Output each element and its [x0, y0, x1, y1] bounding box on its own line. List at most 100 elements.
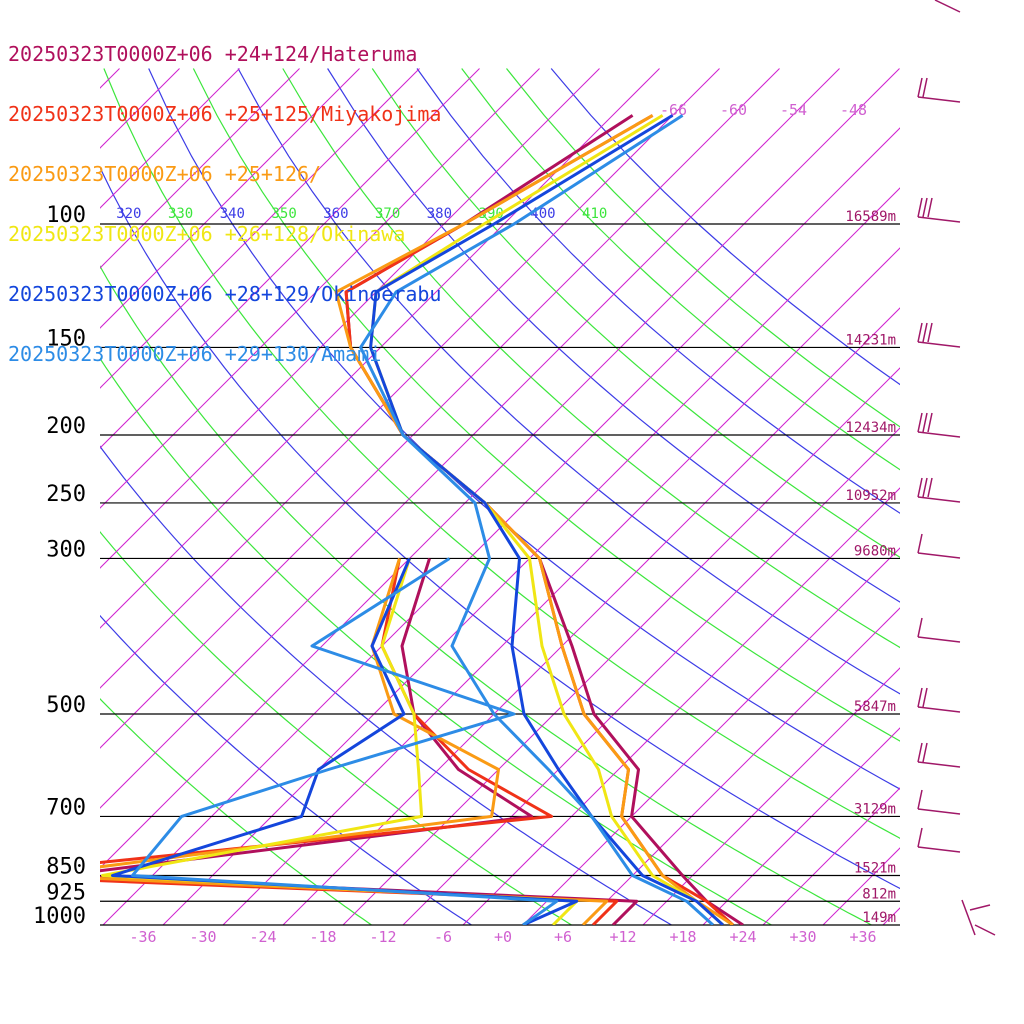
legend-entry: 20250323T0000Z+06 +25+125/Miyakojima: [8, 102, 442, 126]
theta-label: 340: [220, 206, 245, 222]
temperature-tick-label: +18: [669, 928, 696, 946]
height-label: 812m: [862, 886, 896, 902]
isotherm-line: [1003, 68, 1024, 925]
isotherm-line: [522, 547, 900, 925]
dry-adiabat-line: [100, 698, 372, 925]
isotherm-line: [702, 727, 900, 925]
upper-temperature-labels: -66 -60 -54 -48: [660, 101, 867, 119]
temperature-tick-label: +36: [849, 928, 876, 946]
dry-adiabat-line: [100, 265, 872, 925]
wind-barb: [917, 322, 961, 348]
wind-barb: [961, 899, 996, 936]
upper-temperature-label: -54: [780, 101, 807, 119]
isotherm-line: [342, 367, 900, 925]
wind-barb: [934, 0, 961, 13]
isotherm-line: [100, 68, 480, 449]
theta-label: 370: [375, 206, 400, 222]
legend-entry: 20250323T0000Z+06 +25+126/: [8, 162, 322, 186]
isotherms: [100, 68, 1024, 925]
theta-label: 330: [168, 206, 193, 222]
temperature-tick-label: +12: [609, 928, 636, 946]
chart-legend: 20250323T0000Z+06 +24+124/Hateruma 20250…: [8, 4, 441, 384]
isotherm-line: [462, 487, 900, 925]
dry-adiabat-line: [237, 68, 900, 695]
isotherm-line: [100, 68, 720, 689]
dry-adiabat-line: [327, 68, 900, 603]
temperature-tick-label: -12: [369, 928, 396, 946]
temperature-tick-labels: -36 -30 -24 -18 -12 -6 +0 +6 +12 +18 +24 +30 +36: [129, 928, 876, 946]
series-group: [131, 114, 715, 925]
height-label: 10952m: [845, 488, 896, 504]
dewpoint-line: [100, 558, 639, 925]
isotherm-line: [100, 68, 900, 869]
dry-adiabat-line: [100, 445, 672, 925]
dewpoint-line: [101, 558, 579, 925]
dry-adiabat-line: [506, 68, 900, 428]
isotherm-line: [100, 68, 780, 749]
wind-barb: [917, 827, 961, 853]
pressure-tick-label: 300: [46, 537, 86, 562]
temperature-tick-label: -18: [309, 928, 336, 946]
height-label: 14231m: [845, 332, 896, 348]
theta-label: 360: [323, 206, 348, 222]
pressure-tick-label: 1000: [33, 904, 86, 929]
pressure-lines: [100, 223, 900, 926]
temperature-line: [334, 114, 734, 925]
height-label: 3129m: [854, 801, 896, 817]
wind-barb: [917, 412, 961, 438]
wind-barb: [917, 742, 961, 768]
upper-temperature-label: -66: [660, 101, 687, 119]
temperature-tick-label: +30: [789, 928, 816, 946]
dry-adiabat-line: [282, 68, 900, 649]
wind-barb: [917, 687, 961, 713]
theta-label: 410: [582, 206, 607, 222]
isotherm-line: [882, 907, 900, 925]
temperature-tick-label: +0: [494, 928, 512, 946]
dry-adiabat-line: [100, 166, 900, 890]
legend-entry: 20250323T0000Z+06 +29+130/Amami: [8, 342, 382, 366]
upper-temperature-label: -60: [720, 101, 747, 119]
pressure-tick-label: 700: [46, 795, 86, 820]
pressure-tick-label: 150: [46, 326, 86, 351]
dewpoint-line: [111, 557, 579, 925]
pressure-tick-label: 850: [46, 855, 86, 880]
height-labels: 16589m 14231m 12434m 10952m 9680m 5847m 3129m 1…: [845, 209, 896, 926]
temperature-tick-label: -30: [189, 928, 216, 946]
temperature-tick-label: +6: [554, 928, 572, 946]
isotherm-line: [402, 427, 900, 925]
isotherm-line: [282, 307, 900, 925]
dry-adiabat-line: [100, 530, 572, 925]
theta-label: 400: [530, 206, 555, 222]
isotherm-line: [100, 68, 600, 569]
wind-barb: [917, 789, 961, 815]
wind-barb: [917, 77, 961, 103]
wind-barb: [917, 197, 961, 223]
height-label: 12434m: [845, 420, 896, 436]
theta-label: 350: [271, 206, 296, 222]
isotherm-line: [100, 68, 360, 329]
temperature-tick-label: -24: [249, 928, 276, 946]
temperature-tick-label: -36: [129, 928, 156, 946]
isotherm-line: [642, 667, 900, 925]
wind-barbs: [917, 0, 996, 936]
height-label: 149m: [862, 910, 896, 926]
theta-label: 320: [116, 206, 141, 222]
dewpoint-line: [100, 558, 619, 925]
temperature-tick-label: +24: [729, 928, 756, 946]
isotherm-line: [100, 68, 300, 269]
pressure-tick-label: 925: [46, 880, 86, 905]
temperature-line: [359, 114, 715, 925]
pressure-tick-label: 200: [46, 414, 86, 439]
theta-label: 380: [427, 206, 452, 222]
upper-temperature-label: -48: [840, 101, 867, 119]
isotherm-line: [582, 607, 900, 925]
isotherm-line: [102, 127, 900, 925]
dewpoint-line: [131, 557, 559, 925]
temperature-tick-label: -6: [434, 928, 452, 946]
isotherm-line: [162, 187, 900, 925]
pressure-tick-label: 250: [46, 482, 86, 507]
height-label: 5847m: [854, 699, 896, 715]
temperature-line: [369, 114, 725, 925]
